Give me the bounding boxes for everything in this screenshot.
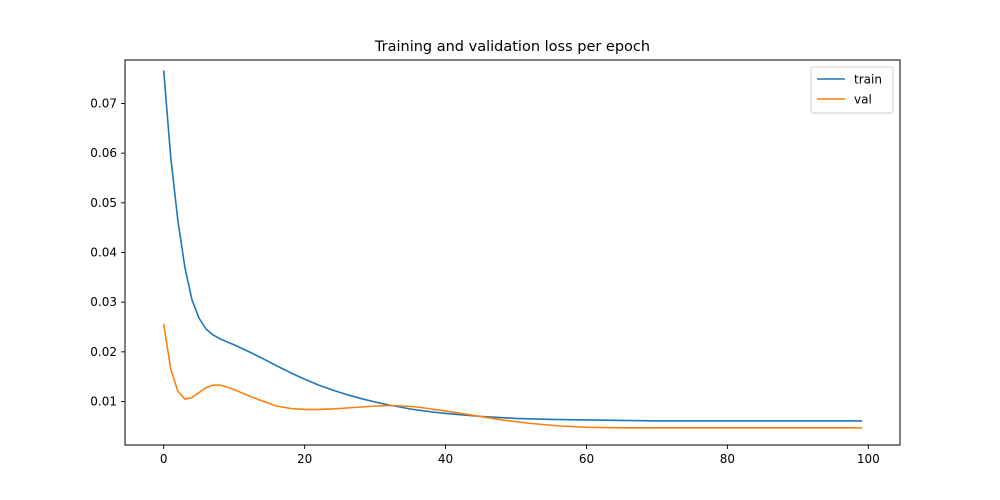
y-tick-label: 0.05 — [90, 196, 117, 210]
y-tick-label: 0.04 — [90, 246, 117, 260]
series-line-val — [162, 323, 863, 429]
y-tick-label: 0.03 — [90, 295, 117, 309]
x-tick-label: 60 — [579, 452, 594, 466]
x-tick-label: 100 — [857, 452, 880, 466]
legend: train val — [810, 66, 894, 114]
x-tick-label: 20 — [297, 452, 312, 466]
y-axis: 0.01 0.02 0.03 0.04 0.05 0.06 0.07 — [90, 96, 125, 409]
x-tick-label: 40 — [438, 452, 453, 466]
legend-label-train: train — [854, 73, 882, 87]
plot-frame — [124, 59, 901, 446]
y-tick-label: 0.01 — [90, 395, 117, 409]
legend-label-val: val — [854, 93, 872, 107]
chart-title: Training and validation loss per epoch — [374, 39, 650, 55]
y-tick-label: 0.02 — [90, 345, 117, 359]
y-tick-label: 0.06 — [90, 146, 117, 160]
x-axis: 0 20 40 60 80 100 — [160, 445, 880, 466]
y-tick-label: 0.07 — [90, 96, 117, 110]
x-tick-label: 80 — [720, 452, 735, 466]
x-tick-label: 0 — [160, 452, 168, 466]
plot-lines — [162, 70, 863, 429]
series-line-train — [162, 70, 863, 422]
